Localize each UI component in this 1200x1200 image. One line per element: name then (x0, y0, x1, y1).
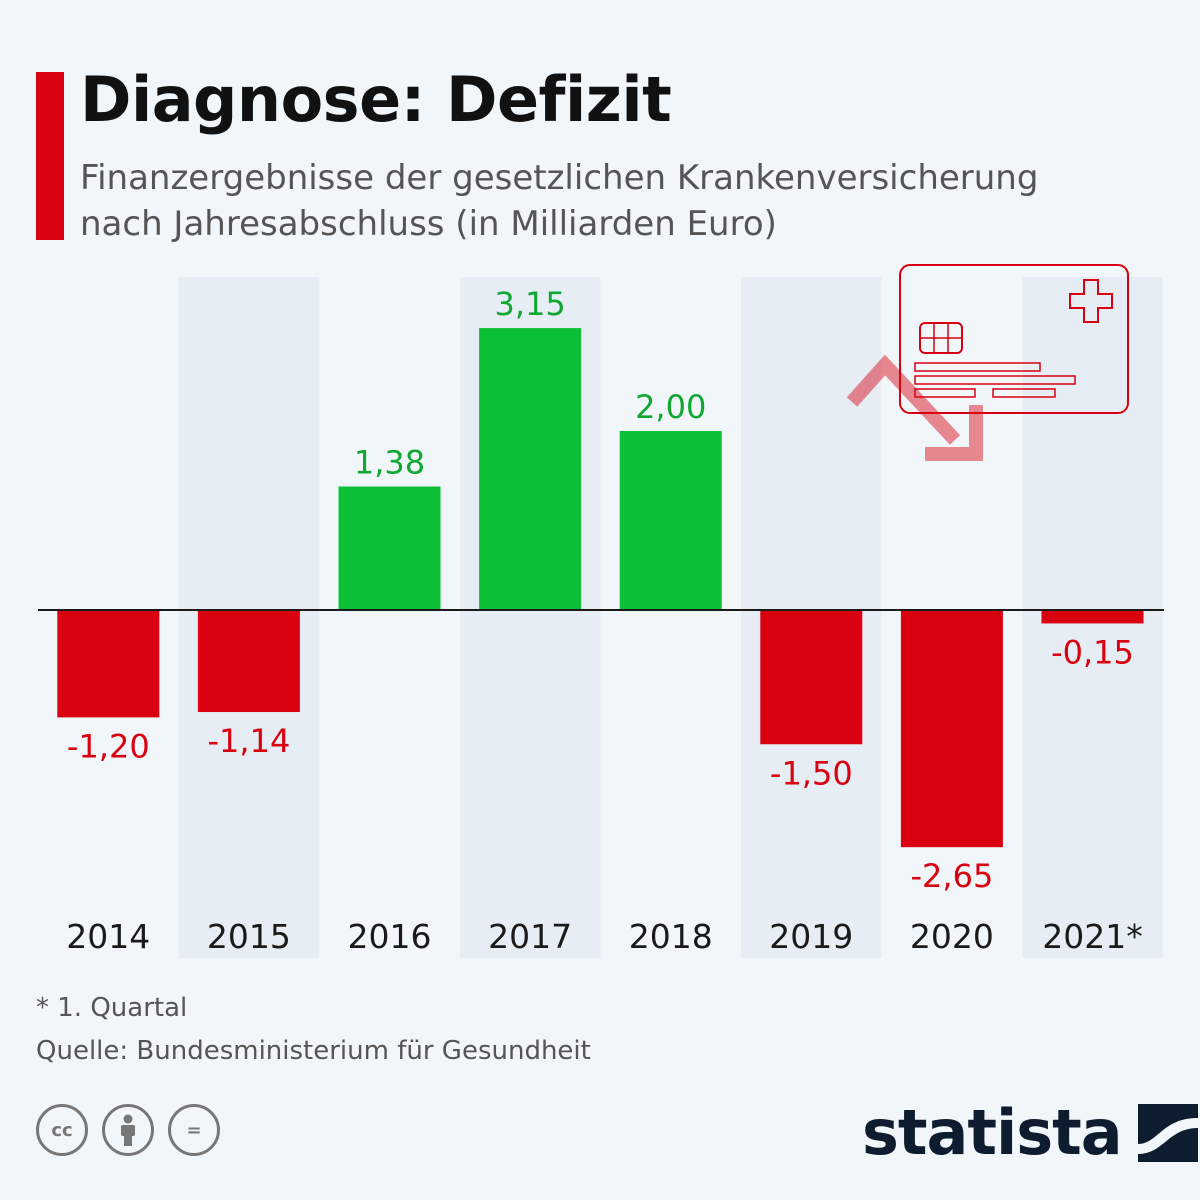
bar-2016[interactable] (338, 486, 441, 610)
value-label: -1,14 (208, 722, 291, 760)
value-label: -2,65 (911, 857, 994, 895)
statista-brand[interactable]: statista (862, 1098, 1198, 1168)
category-labels: 2014 2015 2016 2017 2018 2019 2020 2021* (66, 917, 1142, 956)
value-label: 2,00 (635, 388, 706, 426)
person-icon (121, 1114, 135, 1146)
by-attribution-icon[interactable] (102, 1104, 154, 1156)
bar-2014[interactable] (57, 610, 160, 718)
statista-logo-icon (1137, 1104, 1198, 1162)
value-labels: -1,20 -1,14 1,38 3,15 2,00 -1,50 -2,65 -0,15 (67, 285, 1134, 895)
value-label: -0,15 (1051, 633, 1134, 671)
no-derivatives-icon[interactable]: = (168, 1104, 220, 1156)
page-title: Diagnose: Defizit (80, 63, 672, 136)
category-label: 2016 (348, 917, 432, 956)
value-label: 3,15 (494, 285, 565, 323)
bar-chart: -1,20 -1,14 1,38 3,15 2,00 -1,50 -2,65 -0,15 20… (38, 264, 1164, 958)
subtitle: Finanzergebnisse der gesetzlichen Kranke… (80, 155, 1038, 247)
bar-2017[interactable] (479, 328, 582, 610)
category-label: 2015 (207, 917, 291, 956)
creditcard-icon (899, 264, 1129, 414)
subtitle-line-1: Finanzergebnisse der gesetzlichen Kranke… (80, 158, 1039, 198)
source-note: Quelle: Bundesministerium für Gesundheit (36, 1036, 591, 1066)
category-label: 2020 (910, 917, 994, 956)
title-accent-bar (36, 72, 64, 240)
value-label: -1,20 (67, 727, 150, 765)
value-label: 1,38 (354, 443, 425, 481)
bar-2018[interactable] (619, 431, 722, 610)
license-icons: cc = (36, 1104, 220, 1156)
category-label: 2018 (629, 917, 713, 956)
footnote: * 1. Quartal (36, 993, 188, 1023)
bar-2020[interactable] (900, 610, 1003, 848)
subtitle-line-2: nach Jahresabschluss (in Milliarden Euro… (80, 204, 777, 244)
bar-2019[interactable] (760, 610, 863, 745)
category-label: 2017 (488, 917, 572, 956)
value-label: -1,50 (770, 754, 853, 792)
category-label: 2021* (1042, 917, 1142, 956)
category-label: 2019 (769, 917, 853, 956)
column-bands (178, 277, 1163, 958)
bars (57, 328, 1144, 848)
bar-2021[interactable] (1041, 610, 1144, 624)
trend-down-arrow-icon (846, 354, 983, 461)
bar-2015[interactable] (197, 610, 300, 713)
cc-license-icon[interactable]: cc (36, 1104, 88, 1156)
category-label: 2014 (66, 917, 150, 956)
brand-name: statista (862, 1096, 1123, 1169)
